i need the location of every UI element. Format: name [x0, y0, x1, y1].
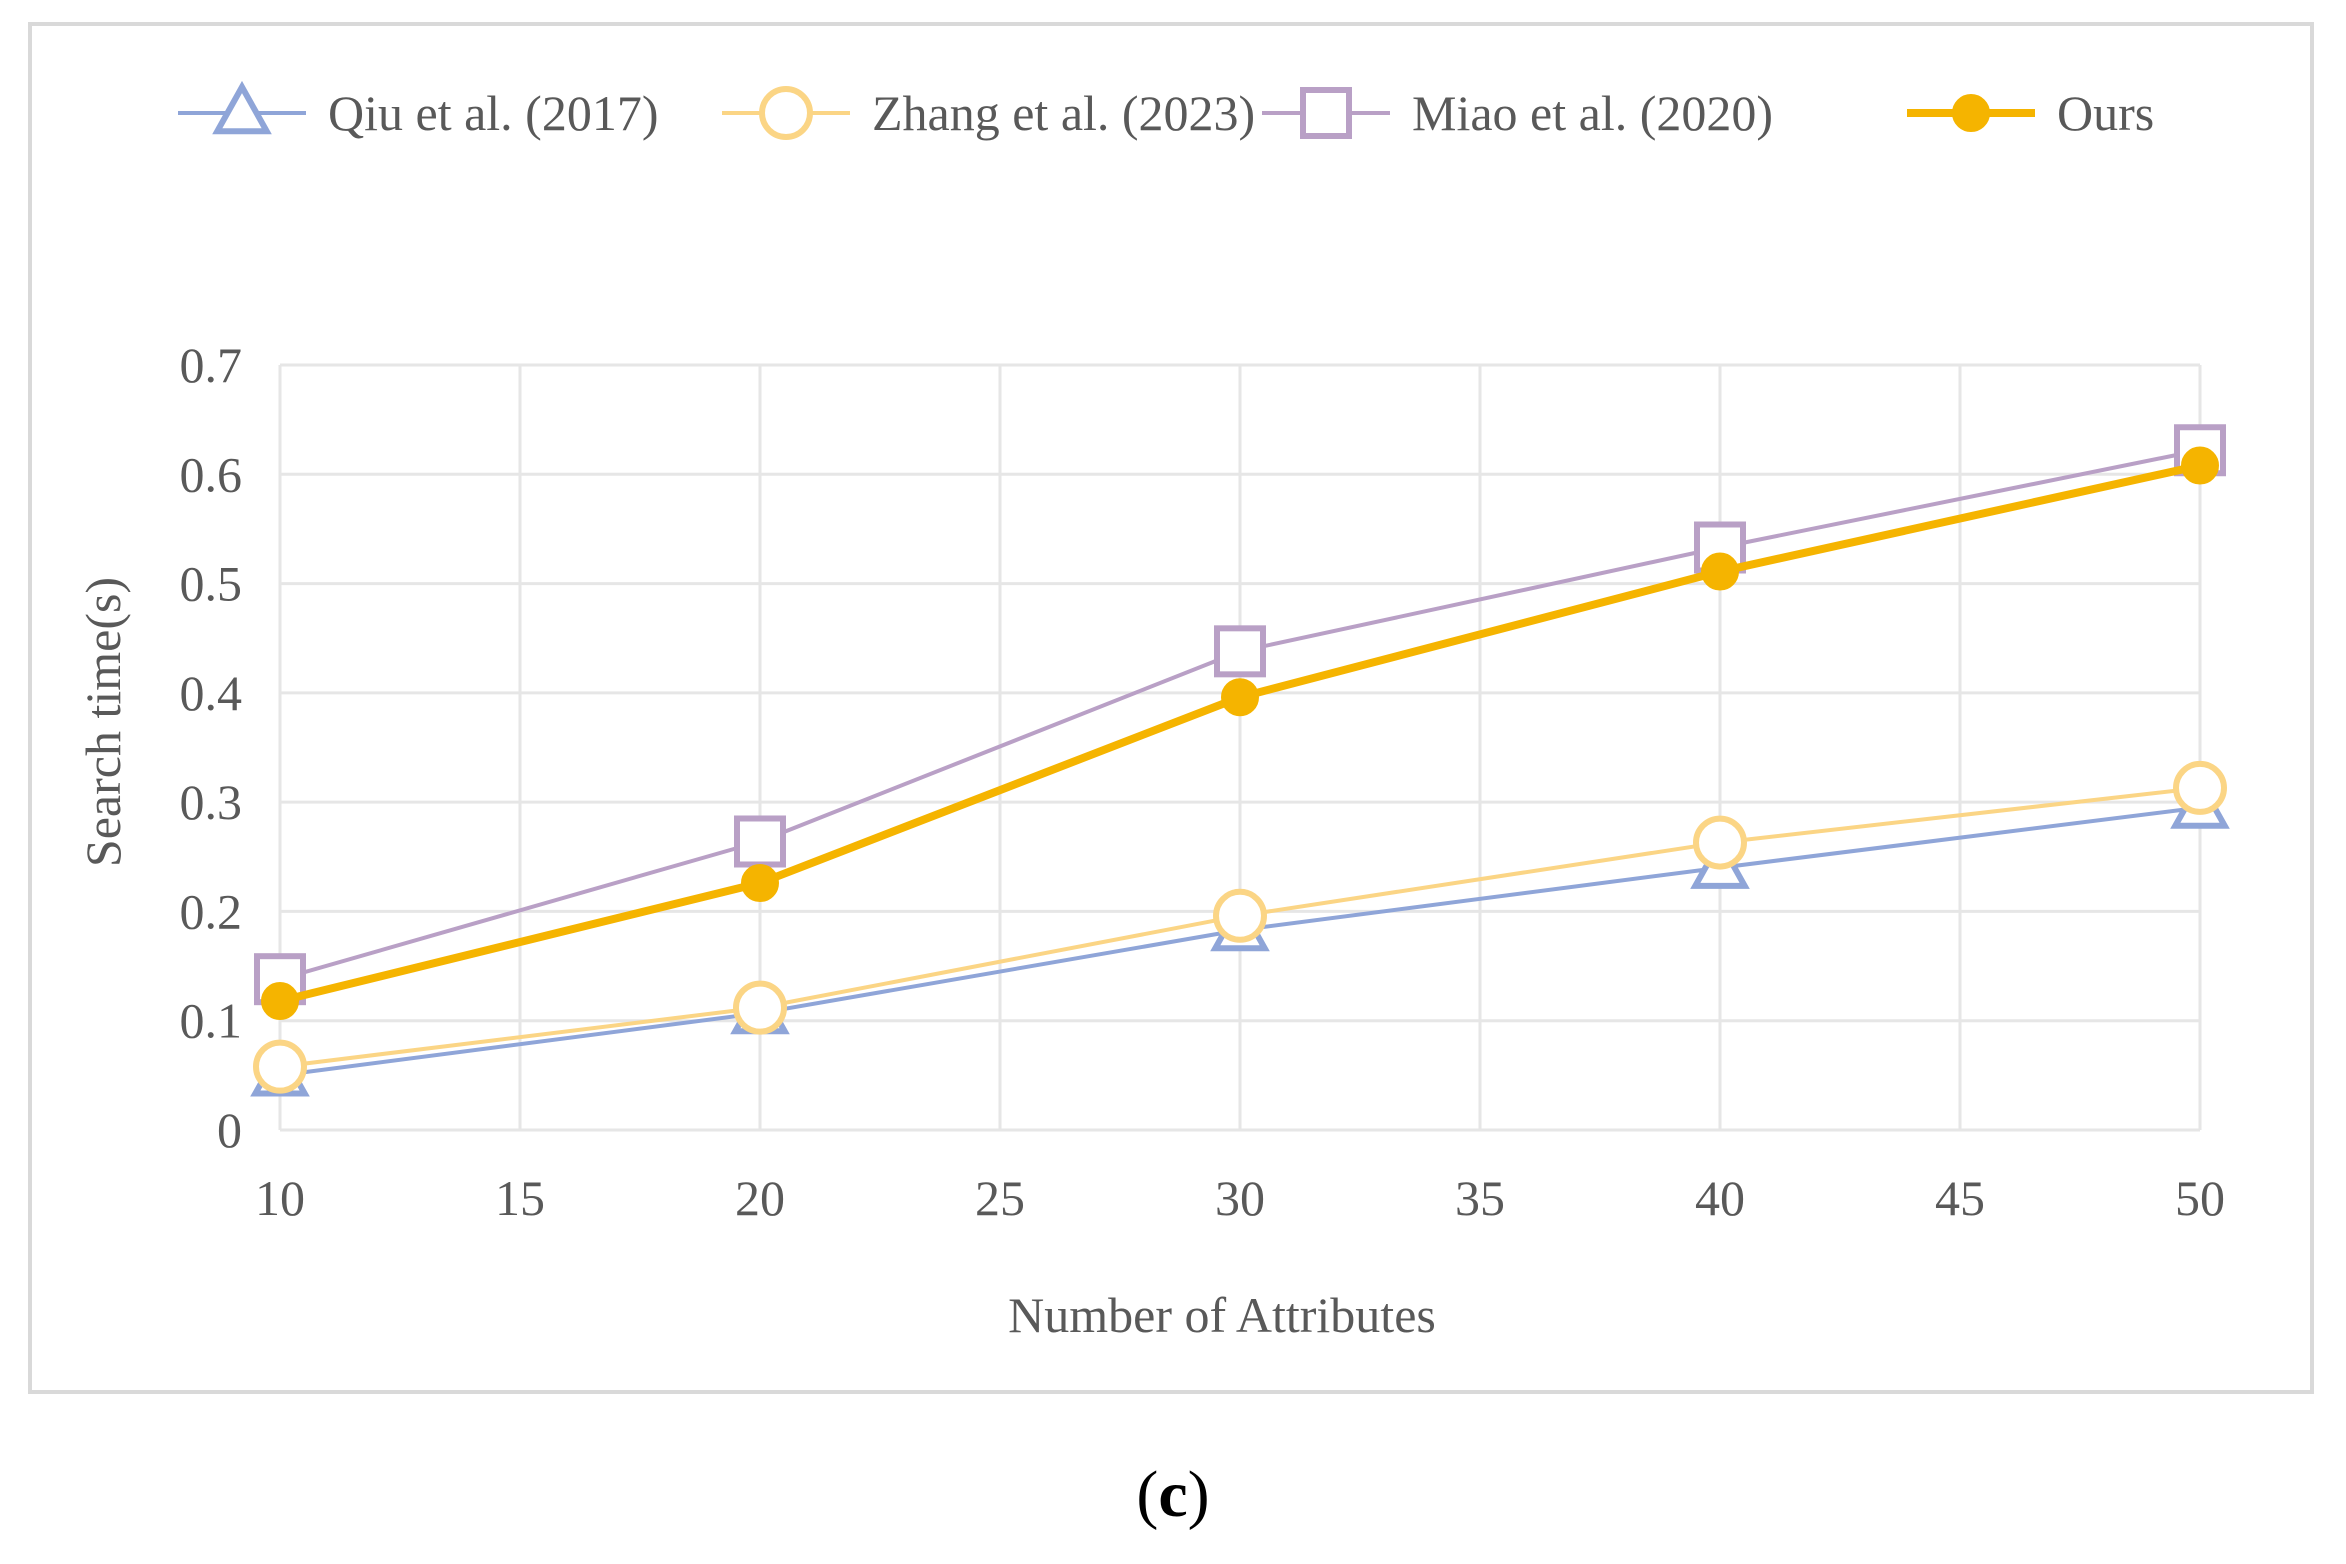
x-tick-label: 40 — [1695, 1170, 1745, 1226]
y-tick-label: 0.1 — [180, 993, 243, 1049]
data-point-zhang — [253, 1039, 307, 1094]
x-tick-label: 35 — [1455, 1170, 1505, 1226]
panel-label-open: ( — [1136, 1458, 1159, 1531]
x-tick-label: 15 — [495, 1170, 545, 1226]
legend-marker-ours — [1952, 94, 1990, 132]
legend-entry-ours: Ours — [1907, 85, 2154, 141]
y-tick-label: 0.4 — [180, 665, 243, 721]
grid-layer — [278, 363, 2202, 1132]
panel-label: (c) — [0, 1462, 2346, 1528]
x-axis-title: Number of Attributes — [1008, 1287, 1436, 1343]
legend-entry-zhang: Zhang et al. (2023) — [722, 85, 1255, 141]
legend-label-miao: Miao et al. (2020) — [1412, 85, 1773, 141]
y-axis-title: Search time(s) — [75, 577, 131, 867]
legend: Qiu et al. (2017) Zhang et al. (2023) Miao… — [178, 80, 2154, 141]
x-tick-label: 10 — [255, 1170, 305, 1226]
data-point-zhang — [733, 980, 787, 1035]
y-tick-label: 0.7 — [180, 337, 243, 393]
data-point-ours — [261, 982, 299, 1021]
data-point-ours — [741, 864, 779, 903]
y-tick-label: 0 — [217, 1102, 242, 1158]
data-point-miao — [1214, 625, 1266, 678]
y-tick-label: 0.6 — [180, 446, 243, 502]
series-layer — [250, 424, 2230, 1097]
panel-label-close: ) — [1187, 1458, 1210, 1531]
legend-marker-miao — [1300, 87, 1352, 139]
data-point-ours — [2181, 446, 2219, 485]
y-tick-label: 0.2 — [180, 883, 243, 939]
legend-entry-miao: Miao et al. (2020) — [1262, 85, 1773, 141]
y-tick-label: 0.5 — [180, 556, 243, 612]
data-point-zhang — [2173, 760, 2227, 815]
y-axis-ticks: 0 0.1 0.2 0.3 0.4 0.5 0.6 0.7 — [180, 337, 243, 1158]
legend-label-ours: Ours — [2057, 85, 2154, 141]
x-tick-label: 30 — [1215, 1170, 1265, 1226]
series-ours — [261, 446, 2219, 1021]
data-point-miao — [734, 815, 786, 868]
legend-label-zhang: Zhang et al. (2023) — [872, 85, 1255, 141]
x-axis-ticks: 10 15 20 25 30 35 40 45 50 — [255, 1170, 2225, 1226]
x-tick-label: 45 — [1935, 1170, 1985, 1226]
data-point-zhang — [1213, 888, 1267, 943]
legend-marker-qiu — [212, 80, 272, 135]
legend-label-qiu: Qiu et al. (2017) — [328, 85, 658, 141]
x-tick-label: 50 — [2175, 1170, 2225, 1226]
series-zhang — [253, 760, 2227, 1094]
data-point-zhang — [1693, 815, 1747, 870]
data-point-ours — [1701, 552, 1739, 591]
x-tick-label: 25 — [975, 1170, 1025, 1226]
legend-entry-qiu: Qiu et al. (2017) — [178, 80, 658, 141]
y-tick-label: 0.3 — [180, 774, 243, 830]
chart-frame — [28, 22, 2314, 1394]
data-point-ours — [1221, 678, 1259, 717]
legend-marker-zhang — [759, 86, 813, 140]
x-tick-label: 20 — [735, 1170, 785, 1226]
panel-label-letter: c — [1158, 1458, 1188, 1531]
